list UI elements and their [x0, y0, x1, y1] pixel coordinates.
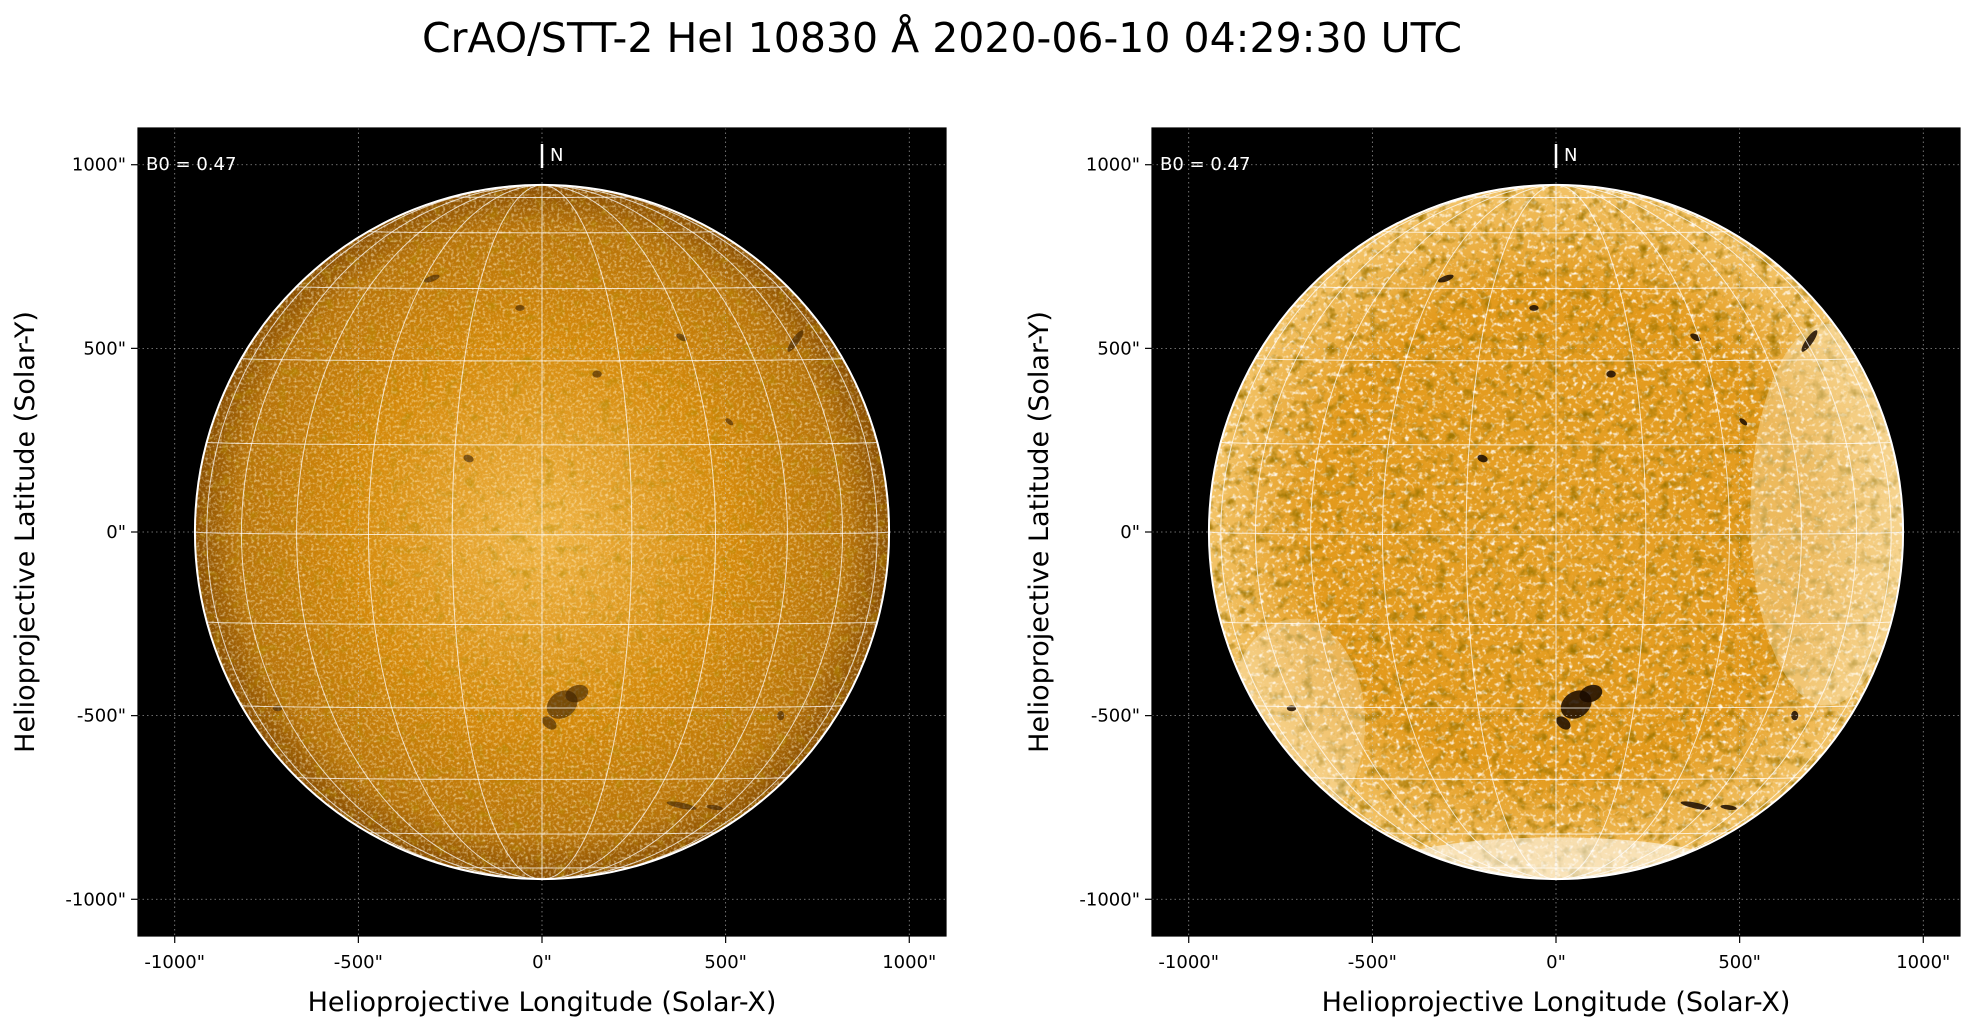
y-tick-label: -500"	[77, 706, 126, 727]
solar-limb	[193, 183, 891, 881]
y-tick-label: 500"	[1097, 338, 1140, 359]
x-tick-label: -1000"	[144, 952, 205, 973]
figure-title: CrAO/STT-2 HeI 10830 Å 2020-06-10 04:29:…	[422, 14, 1462, 62]
x-tick-label: 500"	[704, 952, 747, 973]
y-tick-label: -1000"	[65, 889, 126, 910]
x-tick-label: 0"	[1546, 952, 1566, 973]
y-tick-label: 1000"	[1086, 155, 1140, 176]
north-label: N	[550, 145, 563, 166]
x-tick-label: 1000"	[882, 952, 936, 973]
y-tick-label: 0"	[106, 522, 126, 543]
north-label: N	[1564, 145, 1577, 166]
y-axis-label: Helioprojective Latitude (Solar-Y)	[10, 311, 41, 753]
y-tick-label: -500"	[1091, 706, 1140, 727]
solar-limb	[1207, 183, 1905, 881]
y-tick-label: 500"	[83, 338, 126, 359]
b0-label: B0 = 0.47	[1160, 154, 1250, 175]
x-tick-label: -1000"	[1158, 952, 1219, 973]
solar-panel-right: N B0 = 0.47 -1000" -500" 0" 500" 1000" 1000" 500…	[1024, 127, 1961, 1018]
x-axis-label: Helioprojective Longitude (Solar-X)	[308, 987, 777, 1018]
b0-label: B0 = 0.47	[146, 154, 236, 175]
x-tick-label: -500"	[1348, 952, 1397, 973]
y-tick-label: -1000"	[1079, 889, 1140, 910]
x-tick-label: 500"	[1718, 952, 1761, 973]
x-tick-label: 1000"	[1896, 952, 1950, 973]
solar-panel-left: N B0 = 0.47 -1000" -500" 0" 500" 1000" 1000" 500…	[10, 127, 947, 1018]
x-tick-label: 0"	[532, 952, 552, 973]
x-axis-label: Helioprojective Longitude (Solar-X)	[1322, 987, 1791, 1018]
y-tick-label: 1000"	[72, 155, 126, 176]
x-tick-label: -500"	[334, 952, 383, 973]
y-tick-label: 0"	[1120, 522, 1140, 543]
y-axis-label: Helioprojective Latitude (Solar-Y)	[1024, 311, 1055, 753]
